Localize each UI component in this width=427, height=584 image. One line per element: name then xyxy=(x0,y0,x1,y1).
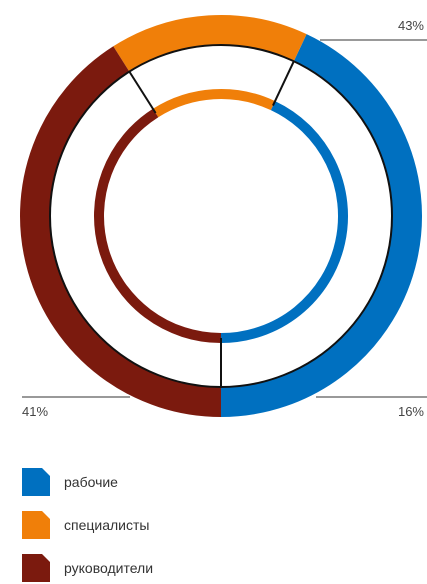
inner-slice-managers xyxy=(94,108,222,343)
data-label-workers: 43% xyxy=(398,18,424,33)
inner-slice-specialists xyxy=(152,89,276,118)
outer-slice-specialists xyxy=(113,15,307,72)
legend-item-workers: рабочие xyxy=(22,468,342,498)
outer-slice-managers xyxy=(20,46,222,417)
legend-label-managers: руководители xyxy=(64,560,154,576)
leader-lines xyxy=(22,39,427,398)
legend-label-specialists: специалисты xyxy=(64,517,150,533)
legend-label-workers: рабочие xyxy=(64,474,118,490)
legend-swatch-managers xyxy=(22,554,50,582)
data-label-specialists: 16% xyxy=(398,404,424,419)
slice-divider-3 xyxy=(128,71,157,114)
inner-ring xyxy=(94,89,349,343)
legend-item-specialists: специалисты xyxy=(22,511,342,541)
inner-slice-workers xyxy=(220,101,349,343)
legend-swatch-specialists xyxy=(22,511,50,539)
legend-item-managers: руководители xyxy=(22,554,342,584)
outer-slice-workers xyxy=(220,34,422,417)
slice-divider-2 xyxy=(272,60,295,107)
data-label-managers: 41% xyxy=(22,404,48,419)
swatch-shape xyxy=(22,554,50,582)
legend-swatch-workers xyxy=(22,468,50,496)
chart-frame xyxy=(49,44,393,388)
donut-chart: 43% 16% 41% xyxy=(20,15,427,419)
swatch-shape xyxy=(22,468,50,496)
outer-ring xyxy=(20,15,422,417)
swatch-shape xyxy=(22,511,50,539)
